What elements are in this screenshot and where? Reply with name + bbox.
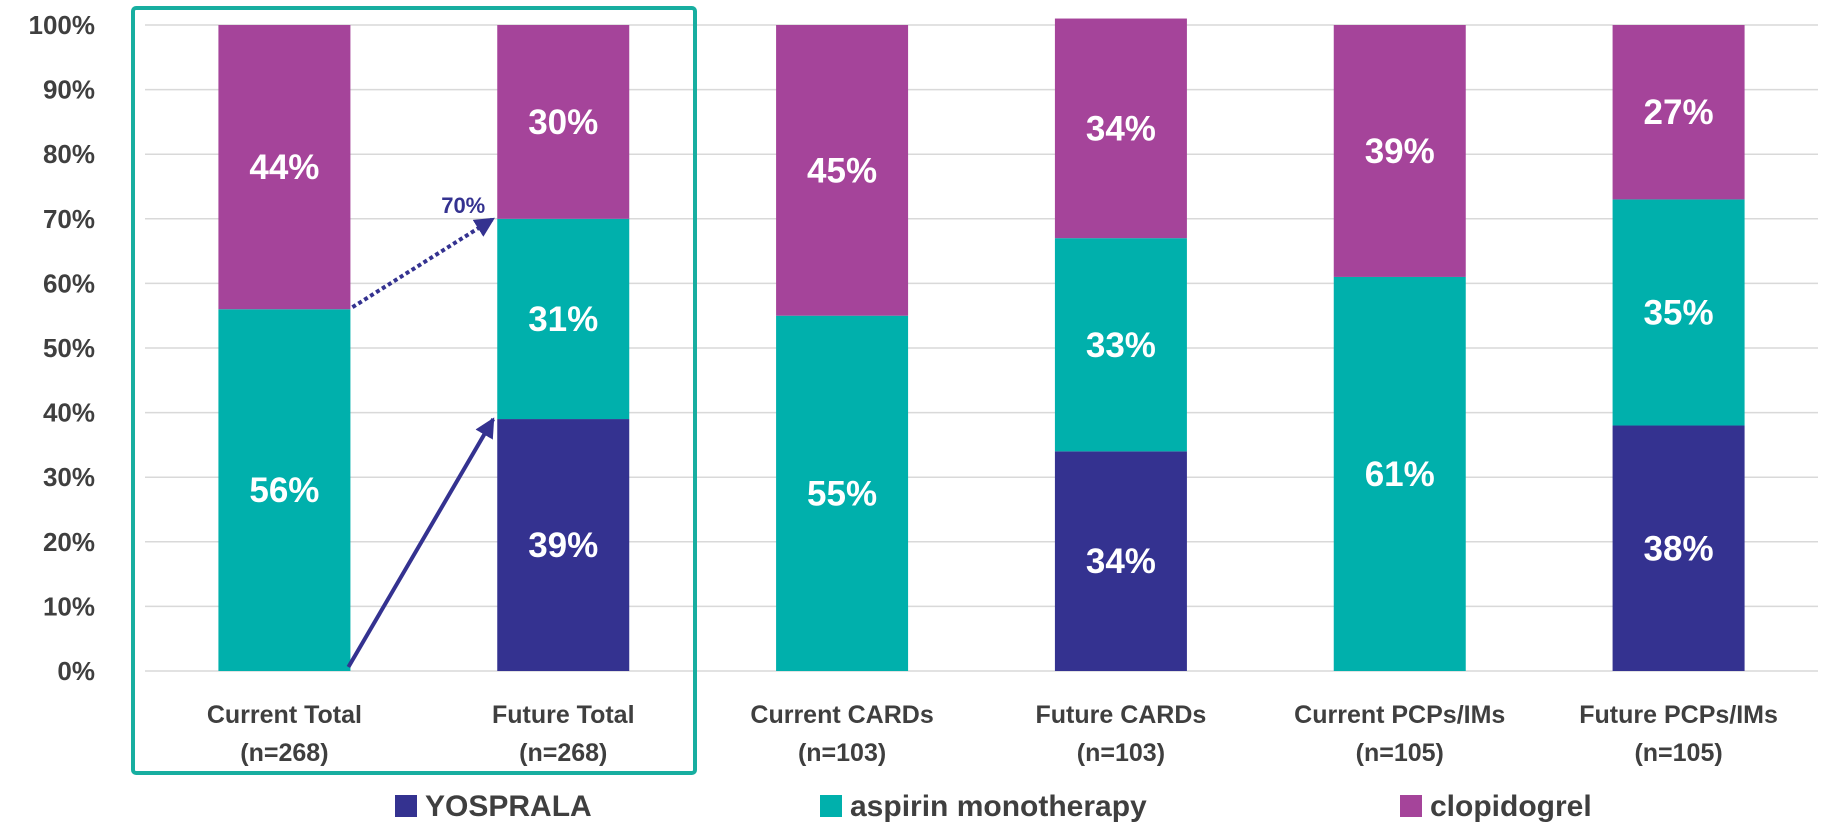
y-tick-label: 10% — [43, 591, 95, 621]
y-tick-label: 50% — [43, 333, 95, 363]
category-label: (n=105) — [1356, 739, 1444, 767]
legend: YOSPRALA aspirin monotherapy clopidogrel — [395, 790, 1592, 823]
bar-segment — [218, 309, 351, 671]
annotation-label: 70% — [441, 193, 485, 218]
bar-segment — [1612, 25, 1745, 200]
data-label: 39% — [528, 526, 598, 565]
category-label: (n=105) — [1634, 739, 1722, 767]
bar-segment — [1054, 18, 1187, 239]
legend-swatch — [820, 795, 842, 817]
y-tick-label: 70% — [43, 204, 95, 234]
category-label: Current PCPs/IMs — [1294, 701, 1505, 729]
annotations: 70% — [131, 6, 697, 775]
data-label: 61% — [1365, 455, 1435, 494]
bar-segment — [1333, 25, 1466, 277]
bar-segment — [1054, 238, 1187, 452]
category-label: Current Total — [207, 701, 362, 729]
data-label: 39% — [1365, 132, 1435, 171]
data-labels: 56% 44% 39% 31% 30% 55% 45% 34% 33% 34% 61% 39% 38% 3… — [249, 93, 1713, 581]
category-label: (n=103) — [1077, 739, 1165, 767]
data-label: 33% — [1086, 326, 1156, 365]
data-label: 45% — [807, 151, 877, 190]
y-tick-label: 100% — [29, 10, 96, 40]
highlight-box — [131, 6, 697, 775]
data-label: 34% — [1086, 109, 1156, 148]
y-tick-label: 40% — [43, 398, 95, 428]
bar-segment — [1612, 425, 1745, 671]
bar-segment — [218, 25, 351, 310]
shift-arrow-solid — [346, 417, 495, 669]
data-label: 35% — [1644, 293, 1714, 332]
bar-segment — [1333, 276, 1466, 671]
legend-swatch — [1400, 795, 1422, 817]
data-label: 44% — [249, 148, 319, 187]
bar-segment — [1612, 199, 1745, 426]
shift-arrow-dotted — [351, 217, 495, 309]
y-axis: 0% 10% 20% 30% 40% 50% 60% 70% 80% 90% 100% — [29, 10, 96, 686]
bar-segment — [497, 25, 630, 219]
bar-segment — [1054, 451, 1187, 671]
data-label: 31% — [528, 300, 598, 339]
legend-swatch — [395, 795, 417, 817]
legend-label: aspirin monotherapy — [850, 790, 1147, 823]
bar-segment — [497, 419, 630, 671]
y-tick-label: 60% — [43, 268, 95, 298]
category-label: Future PCPs/IMs — [1579, 701, 1778, 729]
bars — [218, 18, 1745, 671]
gridlines — [145, 24, 1818, 672]
legend-label: clopidogrel — [1430, 790, 1592, 823]
y-tick-label: 80% — [43, 139, 95, 169]
x-axis: Current Total (n=268) Future Total (n=268) C… — [207, 701, 1778, 767]
y-tick-label: 90% — [43, 75, 95, 105]
category-label: Current CARDs — [750, 701, 933, 729]
data-label: 30% — [528, 103, 598, 142]
y-tick-label: 0% — [57, 656, 95, 686]
category-label: Future Total — [492, 701, 635, 729]
data-label: 55% — [807, 474, 877, 513]
category-label: (n=103) — [798, 739, 886, 767]
legend-label: YOSPRALA — [425, 790, 592, 823]
bar-segment — [776, 25, 909, 316]
data-label: 56% — [249, 471, 319, 510]
data-label: 27% — [1644, 93, 1714, 132]
data-label: 34% — [1086, 542, 1156, 581]
category-label: Future CARDs — [1035, 701, 1206, 729]
category-label: (n=268) — [519, 739, 607, 767]
bar-segment — [497, 218, 630, 420]
category-label: (n=268) — [240, 739, 328, 767]
data-label: 38% — [1644, 529, 1714, 568]
y-tick-label: 20% — [43, 527, 95, 557]
bar-segment — [776, 315, 909, 671]
y-tick-label: 30% — [43, 462, 95, 492]
